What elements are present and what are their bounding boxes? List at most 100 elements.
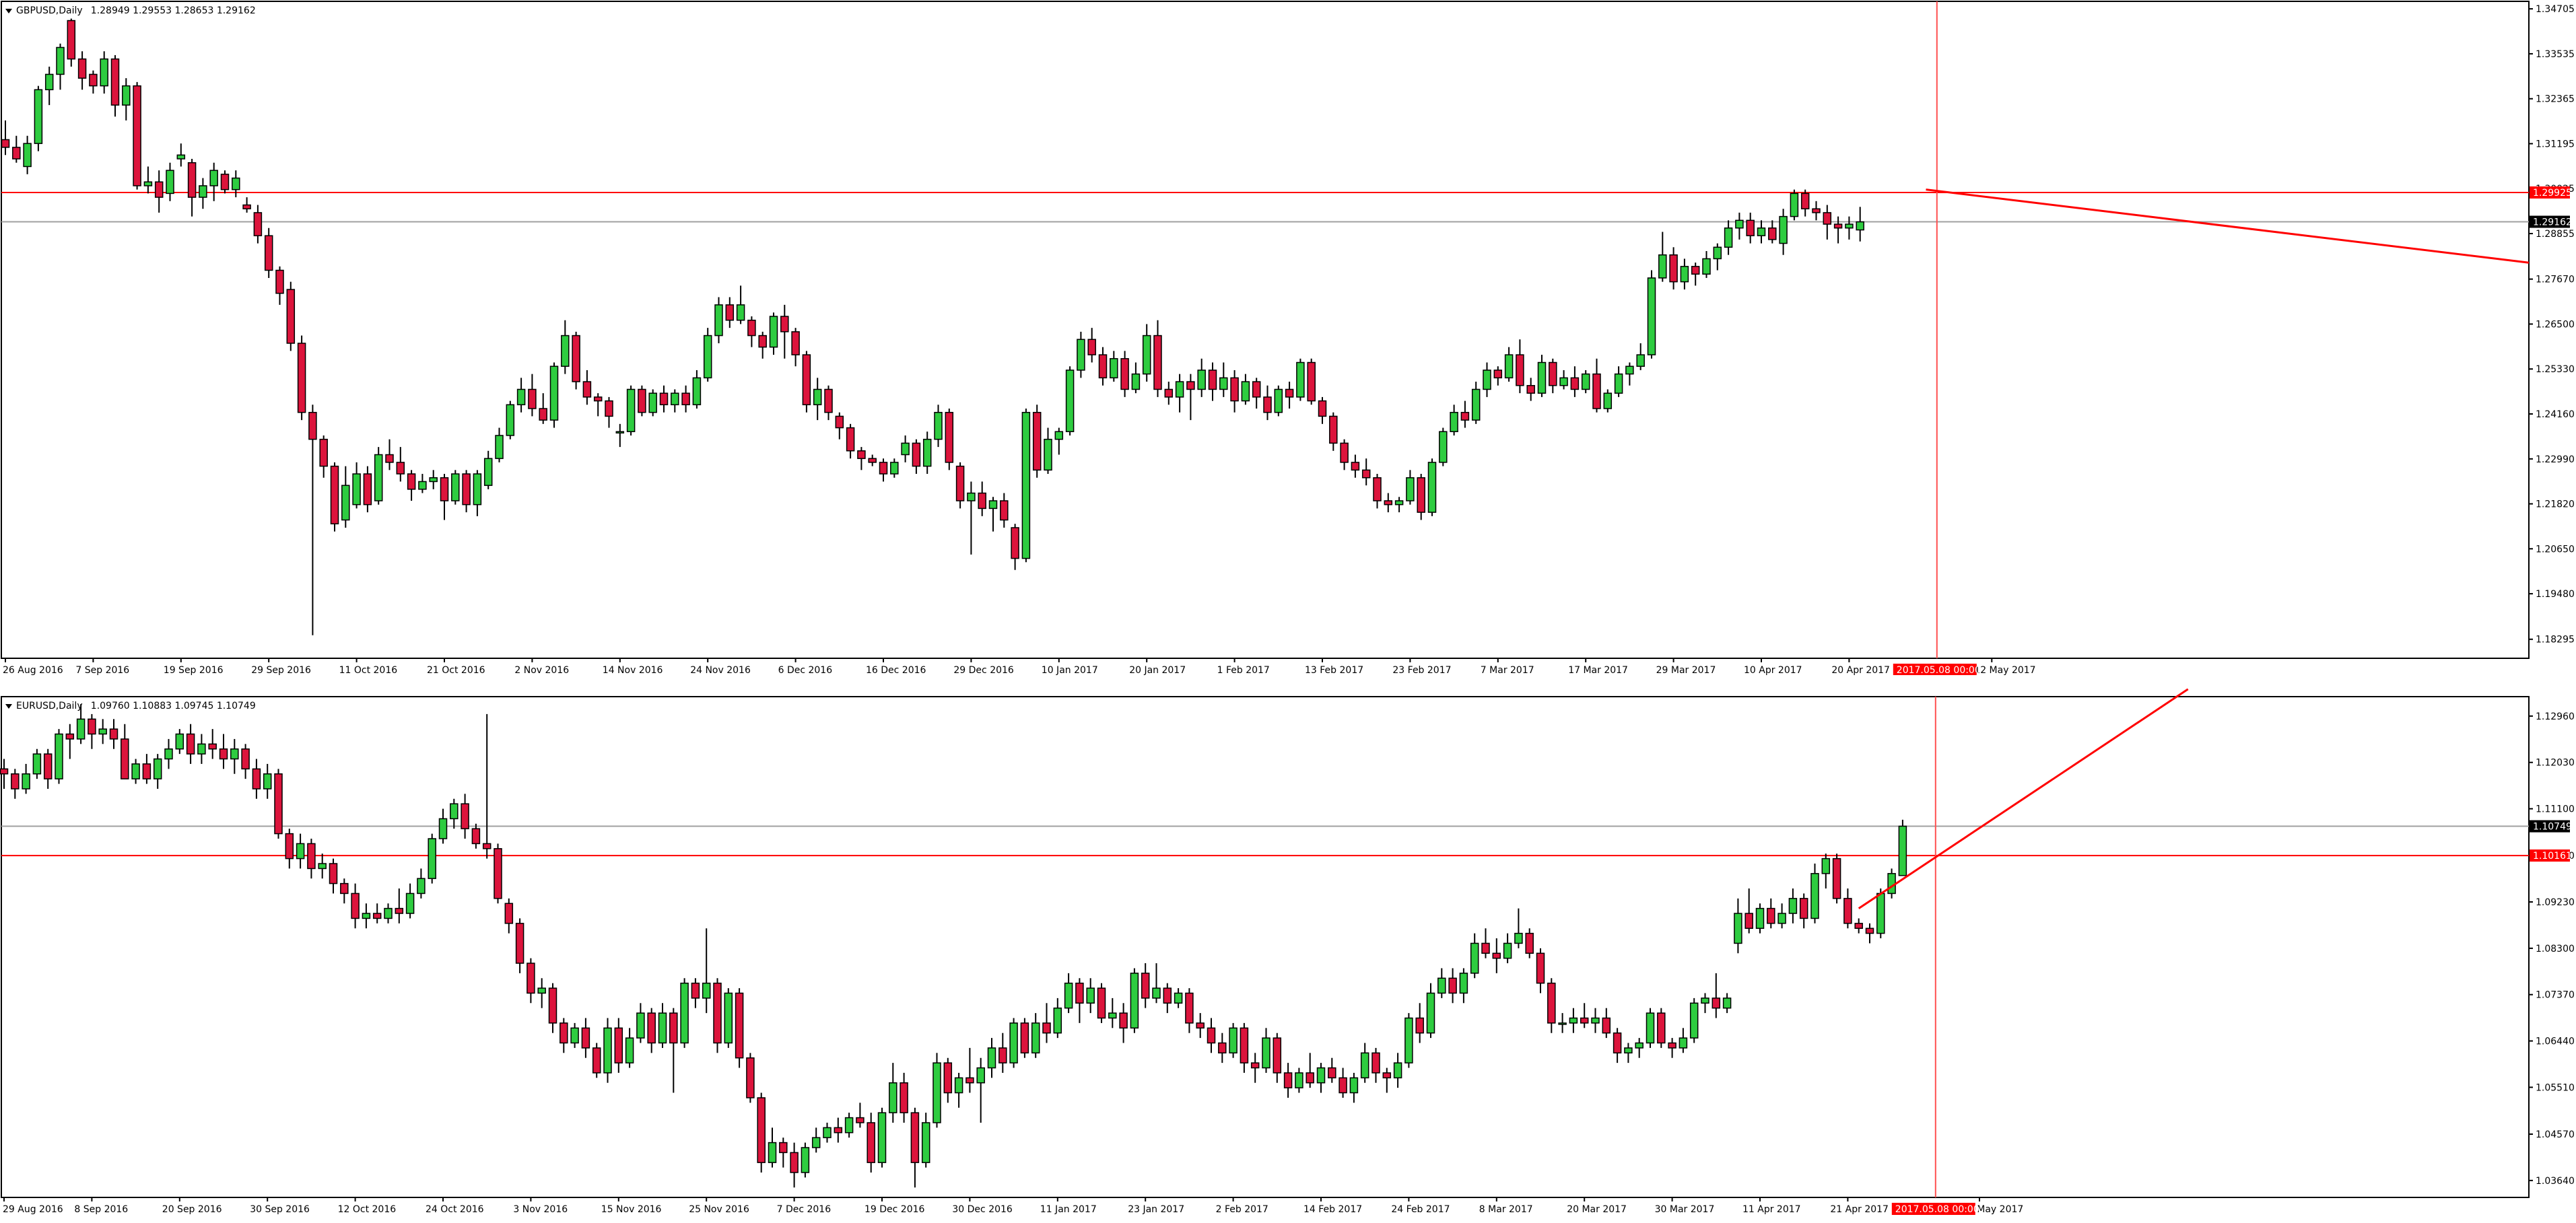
candle[interactable] [1646,1008,1655,1048]
candle[interactable] [647,1008,656,1053]
candle[interactable] [746,1053,755,1103]
candle[interactable] [1229,1022,1238,1058]
candle[interactable] [67,18,76,67]
candle[interactable] [933,1053,941,1128]
candle[interactable] [857,447,866,470]
candle[interactable] [1306,1053,1314,1088]
candle[interactable] [835,412,844,440]
candle[interactable] [296,833,305,869]
candle[interactable] [1097,983,1106,1023]
candle[interactable] [1053,998,1062,1039]
candle[interactable] [44,67,54,106]
candle[interactable] [1614,366,1623,397]
candle[interactable] [1351,454,1360,478]
candle[interactable] [122,78,131,120]
candle[interactable] [1230,370,1239,413]
candle[interactable] [1845,216,1854,240]
candle[interactable] [1185,988,1194,1033]
candle[interactable] [844,1113,854,1138]
candle[interactable] [1525,928,1534,958]
eurusd-chart[interactable]: EURUSD,Daily 1.09760 1.10883 1.09745 1.10… [0,688,2576,1223]
candle[interactable] [1283,1063,1293,1098]
candle[interactable] [1570,366,1580,397]
candle[interactable] [462,470,471,513]
candle[interactable] [1262,1028,1270,1073]
candle[interactable] [1854,918,1863,934]
candle[interactable] [703,328,712,382]
candle[interactable] [395,888,404,923]
candle[interactable] [615,423,625,448]
candle[interactable] [1208,362,1217,401]
candle[interactable] [625,1028,634,1068]
candle[interactable] [638,385,646,417]
candle[interactable] [88,713,96,749]
candle[interactable] [1329,412,1338,451]
candle[interactable] [725,297,735,328]
candle[interactable] [900,1072,908,1123]
candle[interactable] [1492,938,1501,973]
candle[interactable] [1439,427,1448,466]
candle[interactable] [1219,362,1228,397]
candle[interactable] [987,1038,996,1078]
candle[interactable] [1746,212,1755,244]
candle[interactable] [1338,1068,1347,1098]
candle[interactable] [131,759,140,784]
candle[interactable] [286,281,296,351]
candle[interactable] [1175,374,1184,413]
candle[interactable] [967,481,976,555]
candle[interactable] [1077,331,1085,378]
candle[interactable] [1263,385,1272,421]
candle[interactable] [396,447,405,482]
candle[interactable] [1679,1028,1688,1053]
candle[interactable] [636,1003,645,1043]
candle[interactable] [438,808,448,844]
candle[interactable] [757,1092,766,1173]
candle[interactable] [285,829,294,869]
candle[interactable] [22,763,30,794]
candle[interactable] [1404,1013,1413,1068]
candle[interactable] [473,470,482,516]
candle[interactable] [1240,1022,1249,1073]
candle[interactable] [1569,1008,1578,1033]
candle[interactable] [549,362,559,428]
candle[interactable] [1779,209,1788,255]
candle[interactable] [1547,978,1556,1033]
candle[interactable] [253,205,263,244]
candle[interactable] [385,439,394,470]
candle[interactable] [846,423,855,459]
candle[interactable] [680,978,689,1048]
candle[interactable] [199,178,207,209]
candle[interactable] [671,389,679,413]
candle[interactable] [1788,888,1798,923]
candle[interactable] [955,462,965,509]
candle[interactable] [418,474,427,493]
candle[interactable] [856,1103,865,1128]
candle[interactable] [879,458,888,482]
candle[interactable] [1657,1008,1666,1048]
candle[interactable] [528,374,537,417]
candle[interactable] [1777,903,1786,929]
candle[interactable] [186,724,195,764]
candle[interactable] [1130,968,1139,1033]
candle[interactable] [561,320,570,374]
candle[interactable] [1722,993,1732,1014]
candle[interactable] [384,903,393,923]
candle[interactable] [1823,205,1832,240]
candle[interactable] [1559,370,1568,390]
candle[interactable] [605,396,613,428]
candle[interactable] [1481,928,1490,958]
candle[interactable] [1592,358,1601,413]
candle[interactable] [1382,1068,1392,1093]
candle[interactable] [1483,362,1491,397]
candle[interactable] [1625,362,1634,386]
candle[interactable] [471,823,481,849]
candle[interactable] [1647,270,1656,359]
gbpusd-chart-pane[interactable]: GBPUSD,Daily 1.28949 1.29553 1.28653 1.29… [0,0,2576,675]
candle[interactable] [11,769,20,799]
candle[interactable] [1812,201,1821,221]
candle[interactable] [691,978,700,1008]
candle[interactable] [440,474,449,520]
candle[interactable] [495,427,504,462]
candle[interactable] [1602,1008,1611,1039]
candle[interactable] [889,1063,897,1123]
